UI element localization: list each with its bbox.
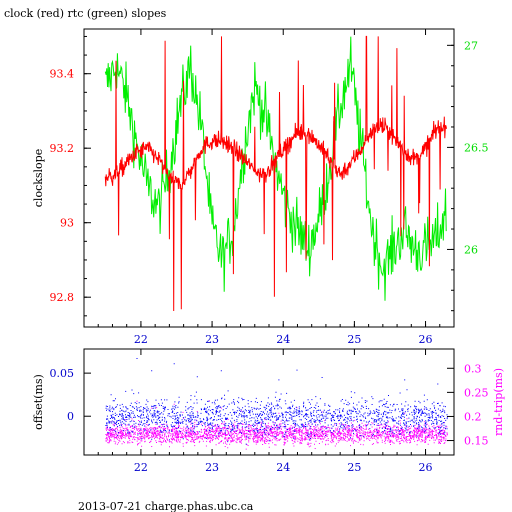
y-right-tick-label: 0.25 — [464, 386, 489, 399]
x-tick-label: 24 — [276, 333, 290, 346]
top-plot-axes: 22 23 24 25 26 92.8 93 93.2 93.4 26 26.5 27 — [50, 29, 489, 346]
series-offset-points — [105, 358, 448, 445]
series-rtc-line — [104, 36, 447, 301]
y-left-tick-label: 92.8 — [50, 291, 75, 304]
y-left-tick-label: 93.4 — [50, 68, 75, 81]
bottom-plot-data — [105, 358, 448, 450]
x-tick-label: 22 — [134, 333, 148, 346]
x-tick-label: 26 — [419, 461, 433, 474]
x-tick-label: 24 — [276, 461, 290, 474]
top-plot-data — [104, 35, 447, 312]
x-tick-label: 23 — [205, 461, 219, 474]
y-left-tick-label: 0.05 — [50, 367, 75, 380]
y-axis-label-roundtrip: rnd-trip(ms) — [492, 368, 505, 436]
y-axis-label-clockslope: clockslope — [32, 149, 45, 207]
bottom-plot-axes: 22 23 24 25 26 0 0.05 0.15 0.2 0.25 0.3 — [50, 349, 489, 474]
x-tick-label: 25 — [347, 461, 361, 474]
x-tick-label: 22 — [134, 461, 148, 474]
y-axis-label-offset: offset(ms) — [32, 374, 45, 430]
footer-caption: 2013-07-21 charge.phas.ubc.ca — [78, 500, 254, 512]
y-right-tick-label: 0.15 — [464, 435, 489, 448]
series-clock-line — [104, 35, 447, 312]
y-right-tick-label: 0.2 — [464, 410, 482, 423]
y-right-tick-label: 26 — [464, 243, 478, 256]
y-left-tick-label: 93.2 — [50, 142, 75, 155]
y-left-tick-label: 0 — [67, 410, 74, 423]
x-tick-label: 26 — [419, 333, 433, 346]
x-tick-label: 23 — [205, 333, 219, 346]
y-right-tick-label: 0.3 — [464, 362, 482, 375]
y-right-tick-label: 26.5 — [464, 141, 489, 154]
y-right-tick-label: 27 — [464, 39, 478, 52]
top-plot-frame — [83, 28, 455, 328]
x-tick-label: 25 — [347, 333, 361, 346]
chart-title: clock (red) rtc (green) slopes — [4, 7, 167, 20]
y-left-tick-label: 93 — [60, 217, 74, 230]
